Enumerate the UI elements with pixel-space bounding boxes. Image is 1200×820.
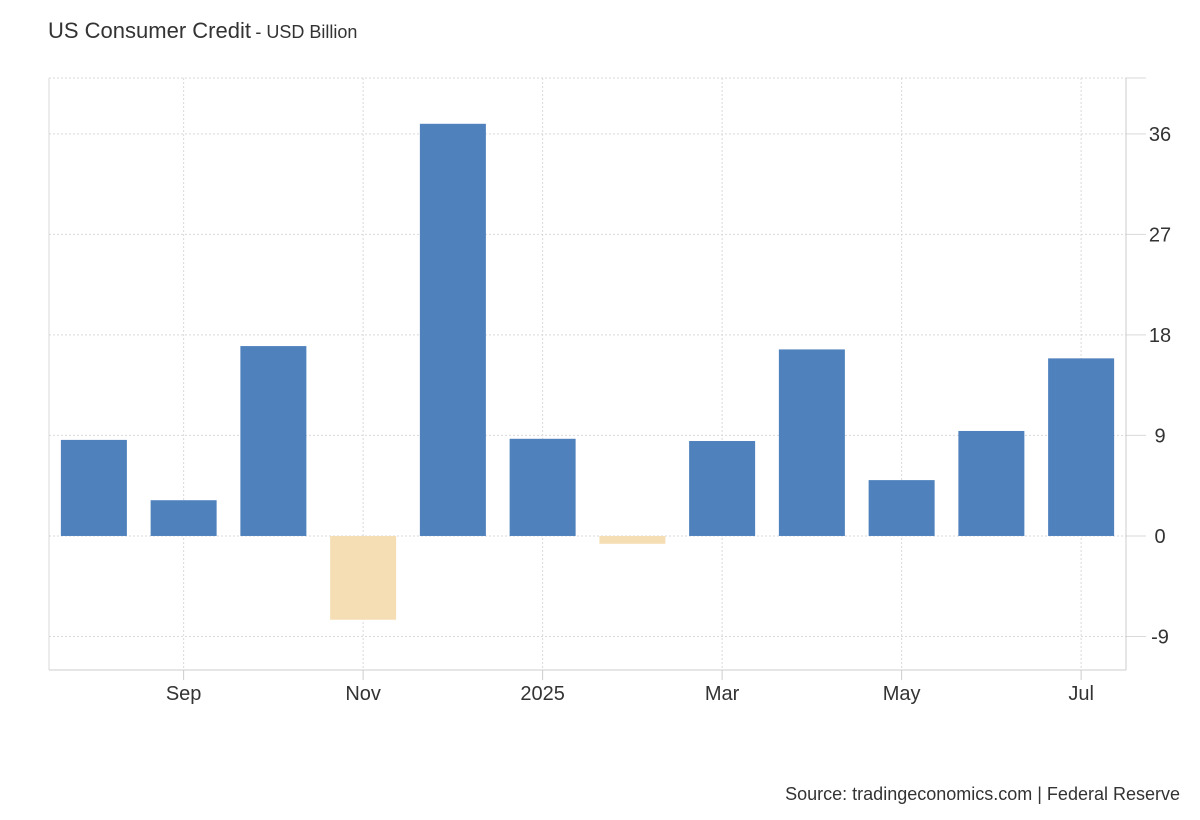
bar xyxy=(509,438,576,536)
y-tick-label: 18 xyxy=(1149,325,1171,347)
y-tick-label: 27 xyxy=(1149,224,1171,246)
y-tick-label: 36 xyxy=(1149,124,1171,146)
chart-subtitle: - USD Billion xyxy=(255,22,358,42)
source-note: Source: tradingeconomics.com | Federal R… xyxy=(785,784,1180,804)
x-tick-label: Jul xyxy=(1068,683,1094,705)
bar xyxy=(599,535,666,544)
x-tick-label: Nov xyxy=(345,683,381,705)
x-tick-label: May xyxy=(883,683,921,705)
y-tick-label: -9 xyxy=(1151,626,1169,648)
bar xyxy=(240,346,307,536)
bar xyxy=(689,441,756,536)
bar xyxy=(60,439,127,536)
bar xyxy=(1048,358,1115,536)
x-tick-label: Mar xyxy=(705,683,740,705)
chart-title-block: US Consumer Credit - USD Billion xyxy=(48,18,357,44)
chart-title: US Consumer Credit xyxy=(48,18,251,43)
bar xyxy=(958,430,1025,536)
bar xyxy=(778,349,845,536)
bar xyxy=(419,123,486,536)
bar xyxy=(150,500,217,536)
y-tick-label: 9 xyxy=(1154,425,1165,447)
bar xyxy=(868,480,935,536)
x-tick-label: Sep xyxy=(166,683,202,705)
bar xyxy=(330,535,397,620)
x-tick-label: 2025 xyxy=(520,683,565,705)
y-tick-label: 0 xyxy=(1154,526,1165,548)
